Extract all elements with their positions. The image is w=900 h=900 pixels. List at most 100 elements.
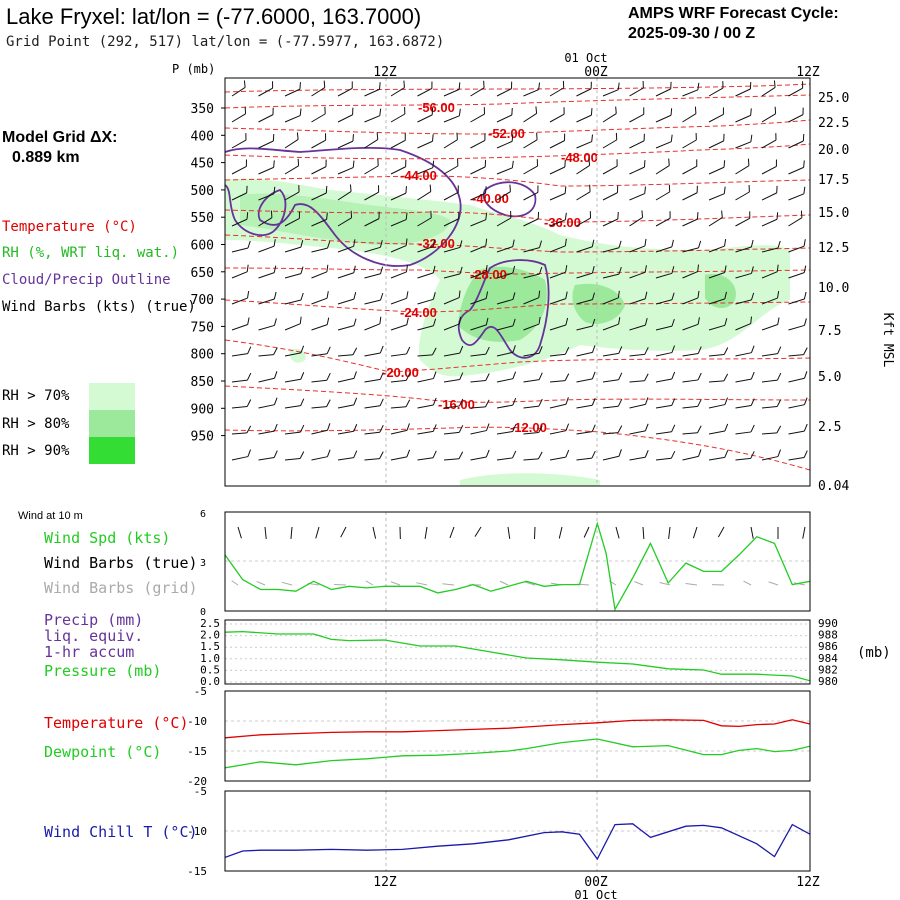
wind-barb: [708, 324, 726, 331]
wind-barb: [231, 271, 248, 279]
wind-barb-flag: [723, 160, 726, 168]
temp-contour-label-24: -24.00: [400, 305, 437, 320]
wind-barb: [682, 271, 698, 279]
wind-barb: [364, 299, 381, 305]
wind-barb-flag: [458, 82, 461, 90]
wind-barb-flag: [485, 317, 489, 325]
wind-barb: [284, 405, 301, 409]
wind-barb-flag: [512, 318, 516, 327]
wind-barb: [682, 353, 699, 357]
surface-barb-grid: [794, 582, 806, 586]
wind-barb-flag: [459, 345, 464, 354]
wind-barb-flag: [803, 318, 807, 326]
height-tick-22.5: 22.5: [818, 116, 849, 131]
wind-barb-flag: [777, 346, 782, 354]
wind-barb-flag: [379, 108, 382, 116]
wind-barb: [761, 247, 779, 253]
wind-barb: [284, 138, 299, 149]
top-date-label: 01 Oct: [564, 51, 607, 65]
pressure-axis: 350 400 450 500 550 600 650 700 750 800 850 900 950: [191, 102, 225, 445]
wind-barb: [576, 114, 592, 123]
wind-barb-flag: [747, 158, 750, 166]
surface-barb-true: [692, 526, 698, 539]
wind-barb: [655, 378, 672, 383]
wind-barb-flag: [432, 265, 436, 273]
wind-barb: [761, 297, 778, 305]
surface-barb-true: [668, 526, 671, 539]
wind-barb-flag: [458, 108, 461, 116]
pressure-line: [225, 630, 810, 682]
wind-barb-flag: [644, 265, 647, 273]
wind-barb: [470, 353, 487, 357]
wind-barb: [390, 245, 407, 253]
wind-barb: [602, 379, 619, 383]
wind-barb: [496, 431, 513, 435]
wind-barb: [761, 139, 777, 149]
wind-barb: [311, 113, 326, 123]
wind-barb-flag: [376, 132, 379, 140]
surface-barb-grid: [390, 581, 401, 586]
wind-barb: [311, 271, 328, 279]
wind-barb-flag: [697, 317, 700, 325]
wind-barb-flag: [299, 108, 302, 116]
wind-barb: [258, 140, 274, 149]
wind-barb: [231, 192, 247, 201]
wind-barb-flag: [458, 425, 464, 433]
legend-temperature: Temperature (°C): [2, 219, 137, 235]
wind-barb: [390, 297, 407, 305]
legend-cloud: Cloud/Precip Outline: [2, 272, 171, 288]
wind-barb-flag: [697, 372, 702, 381]
wind-barb-flag: [694, 106, 697, 114]
wind-barb: [523, 192, 539, 201]
rh-bin-80-label: RH > 80%: [2, 416, 70, 432]
wind-barb: [311, 456, 328, 461]
wind-barb: [496, 88, 512, 97]
bottom-tick-12z-a: 12Z: [373, 875, 397, 890]
wind-barb-flag: [777, 240, 781, 249]
wind-barb-flag: [432, 424, 437, 432]
wind-barb-flag: [485, 264, 488, 273]
wind-barb-flag: [537, 451, 543, 460]
wind-barb: [496, 191, 511, 201]
wind-barb: [390, 271, 407, 279]
wind-barb: [496, 272, 514, 279]
surface-barb-true: [449, 526, 455, 539]
temp-contour-label-40: -40.00: [472, 191, 509, 206]
wind-barb: [364, 378, 381, 383]
height-axis: 25.0 22.5 20.0 17.5 15.0 12.5 10.0 7.5 5.0 2.5 0.0…: [818, 91, 849, 494]
wind-barb-flag: [644, 373, 649, 381]
height-tick-15.0: 15.0: [818, 206, 849, 221]
wind-barb: [682, 218, 698, 227]
wind-barb-flag: [485, 373, 490, 381]
surface-barb-grid: [525, 581, 536, 586]
wind-barb: [549, 324, 567, 331]
wind-barb: [629, 245, 646, 253]
wind-barb: [708, 114, 724, 123]
rh-bin-70-label: RH > 70%: [2, 388, 70, 404]
wind-barb: [682, 432, 698, 435]
temperature-line: [225, 719, 810, 739]
wind-barb-flag: [273, 186, 276, 194]
wind-barb: [523, 323, 540, 331]
wind-barb-flag: [564, 186, 567, 194]
wind-barb: [708, 193, 725, 201]
wind-barb: [284, 88, 301, 97]
wind-barb: [284, 115, 301, 123]
wind-barb-flag: [300, 424, 305, 433]
model-grid-value: 0.889 km: [12, 149, 80, 166]
wind-barb-flag: [246, 399, 252, 407]
wind-barb: [602, 352, 619, 357]
wind-barb-flag: [247, 346, 252, 354]
wind-barb-flag: [698, 449, 702, 457]
wind-barb: [231, 297, 248, 305]
wind-barb: [735, 405, 752, 409]
wind-barb-flag: [565, 397, 569, 405]
wind-barb-flag: [273, 347, 278, 355]
wind-barb: [284, 273, 302, 279]
wind-barb-flag: [429, 184, 432, 192]
wind-barb-flag: [380, 292, 384, 301]
wind-barb-flag: [353, 318, 357, 326]
wind-barb: [602, 455, 620, 461]
wind-barb: [390, 139, 406, 149]
